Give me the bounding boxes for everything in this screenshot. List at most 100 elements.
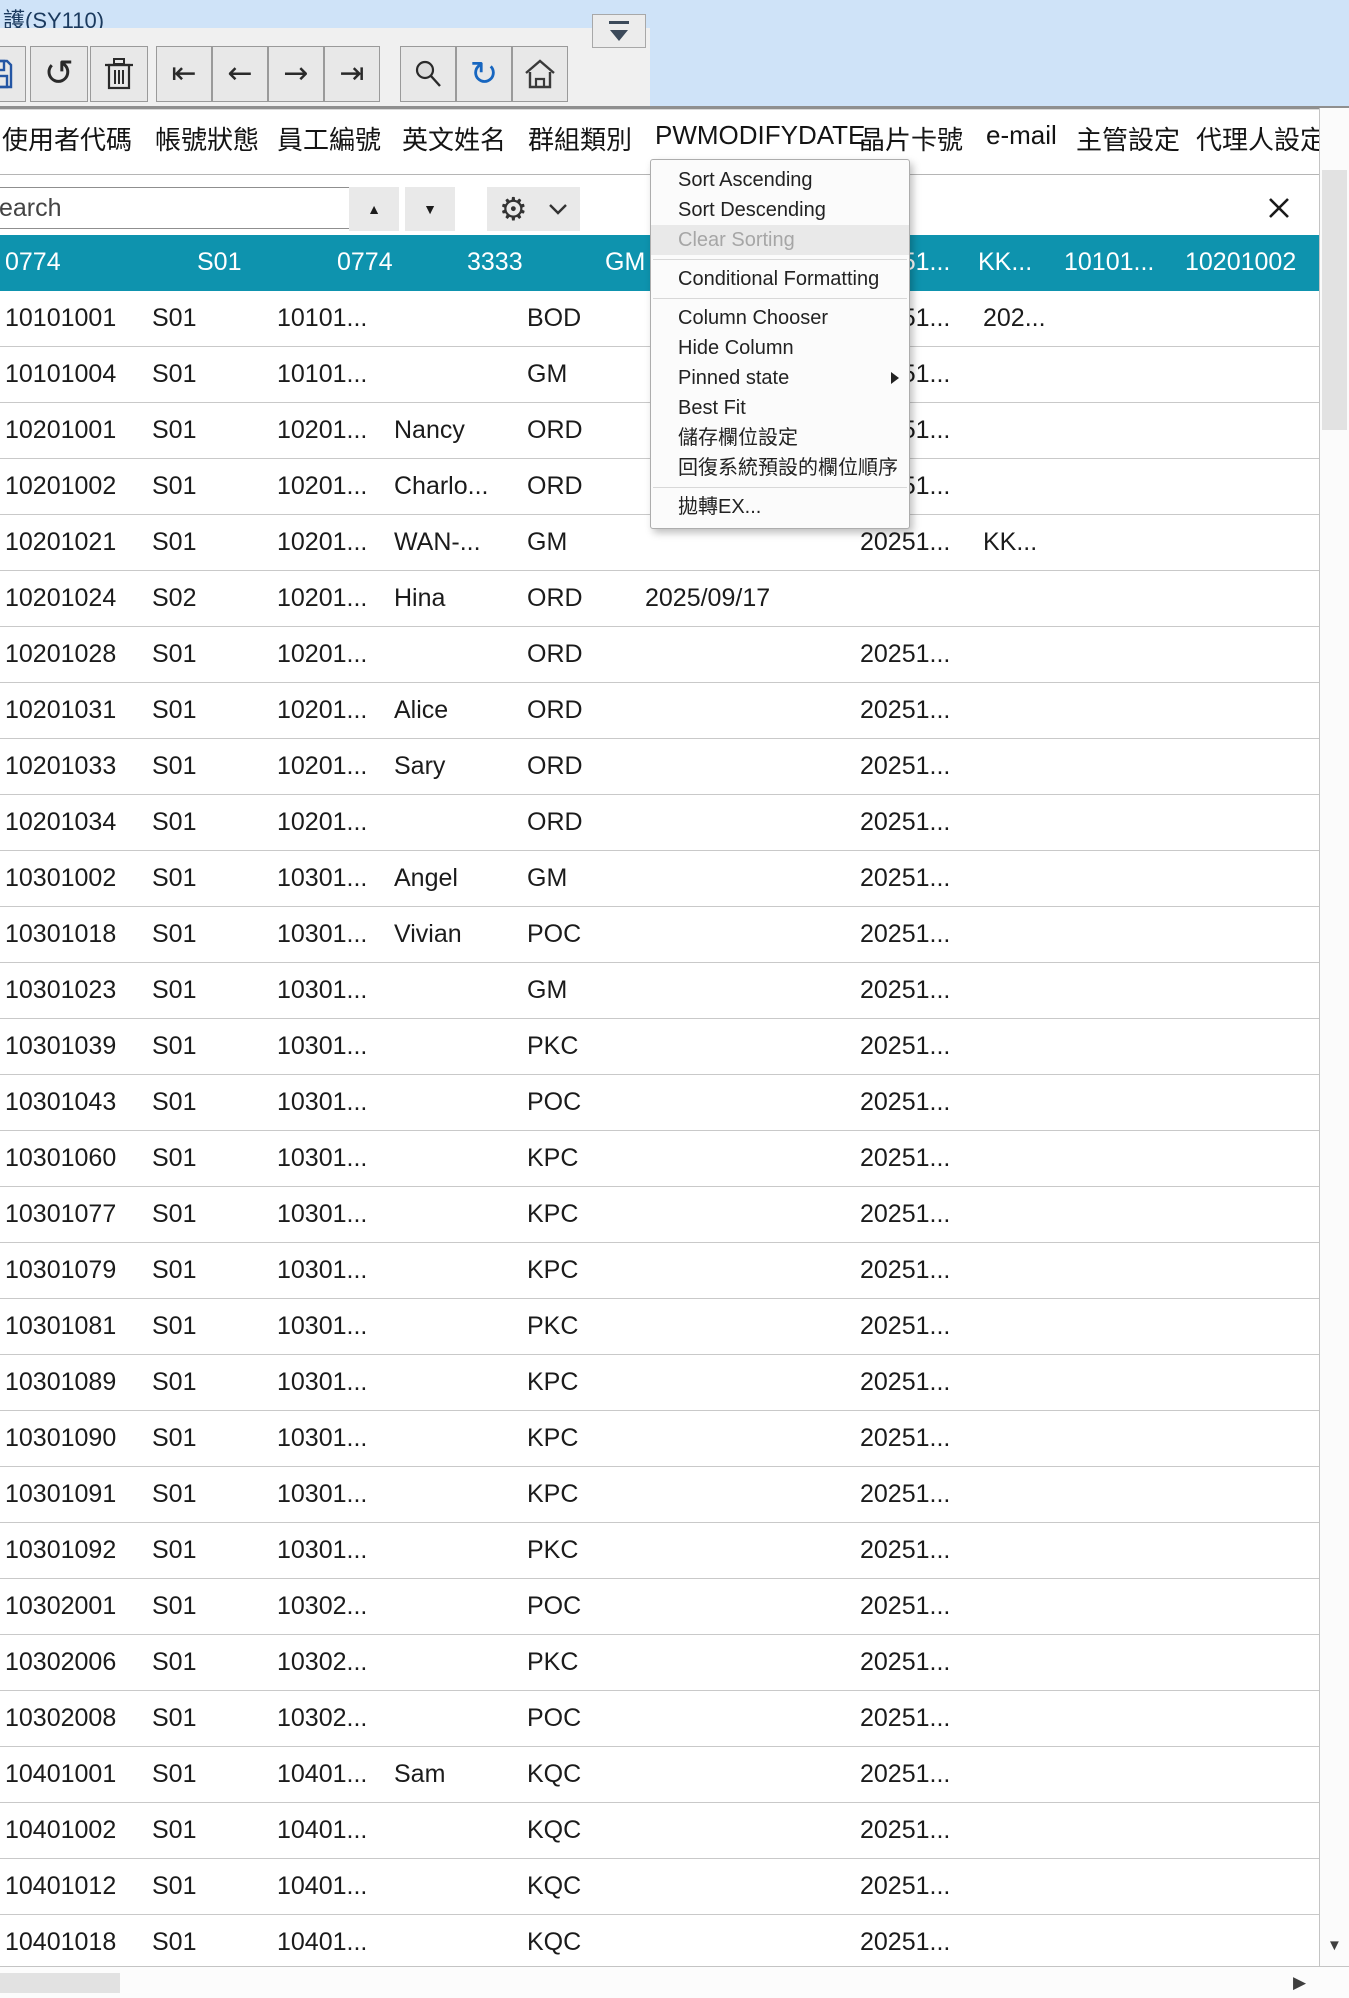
- cell-grp: PKC: [527, 1312, 579, 1340]
- home-button[interactable]: [512, 46, 568, 102]
- cell-status: S01: [152, 304, 197, 332]
- cell-emp: 10302...: [277, 1592, 368, 1620]
- search-button[interactable]: [400, 46, 456, 102]
- menu-item-conditional-formatting[interactable]: Conditional Formatting: [678, 268, 880, 290]
- table-row[interactable]: 10301039 S01 10301... PKC 20251...: [0, 1019, 1319, 1075]
- menu-item-sort-descending[interactable]: Sort Descending: [678, 199, 826, 221]
- table-row[interactable]: 10301079 S01 10301... KPC 20251...: [0, 1243, 1319, 1299]
- cell-code: 10302006: [5, 1648, 117, 1676]
- table-row[interactable]: 10301090 S01 10301... KPC 20251...: [0, 1411, 1319, 1467]
- cell-code: 10301091: [5, 1480, 117, 1508]
- column-header-mgr[interactable]: 主管設定: [1076, 125, 1181, 155]
- cell-status: S01: [152, 1704, 197, 1732]
- trash-button[interactable]: [90, 46, 148, 102]
- table-row[interactable]: 10301092 S01 10301... PKC 20251...: [0, 1523, 1319, 1579]
- table-row[interactable]: 10301002 S01 10301... Angel GM 20251...: [0, 851, 1319, 907]
- table-row[interactable]: 10201033 S01 10201... Sary ORD 20251...: [0, 739, 1319, 795]
- refresh-button[interactable]: ↻: [456, 46, 512, 102]
- cell-chip: 20251...: [860, 1648, 951, 1676]
- table-row[interactable]: 10301091 S01 10301... KPC 20251...: [0, 1467, 1319, 1523]
- next-record-button[interactable]: →: [268, 46, 324, 102]
- first-record-button[interactable]: ⇤: [156, 46, 212, 102]
- menu-item-hide-column[interactable]: Hide Column: [678, 337, 794, 359]
- cell-name: Vivian: [394, 920, 462, 948]
- column-header-emp[interactable]: 員工編號: [277, 125, 382, 155]
- cell-chip: 20251...: [860, 1424, 951, 1452]
- search-next-button[interactable]: ▼: [405, 187, 455, 231]
- cell-chip: 20251...: [860, 976, 951, 1004]
- save-button[interactable]: [0, 46, 26, 102]
- column-header-code[interactable]: 使用者代碼: [2, 125, 133, 155]
- vertical-scrollbar[interactable]: ▼: [1320, 108, 1349, 1966]
- cell-status: S01: [152, 808, 197, 836]
- table-row[interactable]: 10302001 S01 10302... POC 20251...: [0, 1579, 1319, 1635]
- submenu-arrow-icon: [891, 372, 899, 384]
- search-options-button[interactable]: ⚙: [487, 187, 580, 231]
- cell-code: 10302008: [5, 1704, 117, 1732]
- column-header-agent[interactable]: 代理人設定: [1196, 125, 1327, 155]
- cell-agent: 10201002: [1185, 248, 1297, 276]
- menu-item-儲存欄位設定[interactable]: 儲存欄位設定: [678, 427, 798, 449]
- table-row[interactable]: 10301043 S01 10301... POC 20251...: [0, 1075, 1319, 1131]
- triangle-down-icon: ▼: [423, 201, 437, 217]
- table-row[interactable]: 10301081 S01 10301... PKC 20251...: [0, 1299, 1319, 1355]
- search-prev-button[interactable]: ▲: [349, 187, 399, 231]
- menu-separator: [653, 487, 907, 488]
- menu-item-拋轉ex-[interactable]: 拋轉EX...: [678, 496, 762, 518]
- cell-emp: 10301...: [277, 920, 368, 948]
- toolbar-separator: [0, 106, 1349, 110]
- cell-chip: 20251...: [860, 1536, 951, 1564]
- cell-emp: 10302...: [277, 1648, 368, 1676]
- table-row[interactable]: 10301077 S01 10301... KPC 20251...: [0, 1187, 1319, 1243]
- table-row[interactable]: 10302006 S01 10302... PKC 20251...: [0, 1635, 1319, 1691]
- menu-item-pinned-state[interactable]: Pinned state: [651, 363, 909, 393]
- menu-separator: [653, 298, 907, 299]
- table-row[interactable]: 10301018 S01 10301... Vivian POC 20251...: [0, 907, 1319, 963]
- horizontal-scrollbar[interactable]: ▶: [0, 1966, 1349, 1998]
- table-row[interactable]: 10401002 S01 10401... KQC 20251...: [0, 1803, 1319, 1859]
- table-row[interactable]: 10302008 S01 10302... POC 20251...: [0, 1691, 1319, 1747]
- table-row[interactable]: 10401001 S01 10401... Sam KQC 20251...: [0, 1747, 1319, 1803]
- cell-code: 10401018: [5, 1928, 117, 1956]
- cell-status: S01: [197, 248, 242, 276]
- horizontal-scrollbar-thumb[interactable]: [0, 1973, 120, 1993]
- scroll-down-icon[interactable]: ▼: [1327, 1937, 1342, 1954]
- table-row[interactable]: 10301023 S01 10301... GM 20251...: [0, 963, 1319, 1019]
- refresh-icon: ↻: [469, 54, 499, 94]
- cell-grp: GM: [527, 976, 568, 1004]
- column-header-chip[interactable]: 晶片卡號: [859, 125, 964, 155]
- table-row[interactable]: 10301089 S01 10301... KPC 20251...: [0, 1355, 1319, 1411]
- column-header-name[interactable]: 英文姓名: [402, 125, 507, 155]
- table-row[interactable]: 10201028 S01 10201... ORD 20251...: [0, 627, 1319, 683]
- undo-button[interactable]: ↺: [30, 46, 88, 102]
- column-header-grp[interactable]: 群組類別: [528, 125, 633, 155]
- cell-code: 10201002: [5, 472, 117, 500]
- menu-item-column-chooser[interactable]: Column Chooser: [678, 307, 829, 329]
- vertical-scrollbar-thumb[interactable]: [1322, 170, 1347, 430]
- last-record-button[interactable]: ⇥: [324, 46, 380, 102]
- table-row[interactable]: 10201031 S01 10201... Alice ORD 20251...: [0, 683, 1319, 739]
- cell-emp: 10401...: [277, 1760, 368, 1788]
- cell-status: S01: [152, 752, 197, 780]
- column-header-status[interactable]: 帳號狀態: [155, 125, 260, 155]
- cell-grp: ORD: [527, 808, 583, 836]
- table-row[interactable]: 10301060 S01 10301... KPC 20251...: [0, 1131, 1319, 1187]
- table-row[interactable]: 10401018 S01 10401... KQC 20251...: [0, 1915, 1319, 1966]
- toolbar-overflow-button[interactable]: [592, 14, 646, 48]
- menu-item-回復系統預設的欄位順序[interactable]: 回復系統預設的欄位順序: [678, 457, 898, 479]
- column-header-pwdate[interactable]: PWMODIFYDATE: [655, 120, 866, 150]
- table-row[interactable]: 10401012 S01 10401... KQC 20251...: [0, 1859, 1319, 1915]
- column-header-email[interactable]: e-mail: [986, 120, 1057, 150]
- search-input[interactable]: [0, 187, 354, 229]
- table-row[interactable]: 10201034 S01 10201... ORD 20251...: [0, 795, 1319, 851]
- prev-record-button[interactable]: ←: [212, 46, 268, 102]
- table-row[interactable]: 10201024 S02 10201... Hina ORD 2025/09/17: [0, 571, 1319, 627]
- cell-grp: KPC: [527, 1424, 579, 1452]
- menu-item-best-fit[interactable]: Best Fit: [678, 397, 746, 419]
- close-search-icon[interactable]: [1266, 195, 1292, 221]
- menu-item-sort-ascending[interactable]: Sort Ascending: [678, 169, 813, 191]
- cell-status: S01: [152, 696, 197, 724]
- cell-chip: 20251...: [860, 1032, 951, 1060]
- cell-code: 10301081: [5, 1312, 117, 1340]
- scroll-right-icon[interactable]: ▶: [1293, 1973, 1307, 1992]
